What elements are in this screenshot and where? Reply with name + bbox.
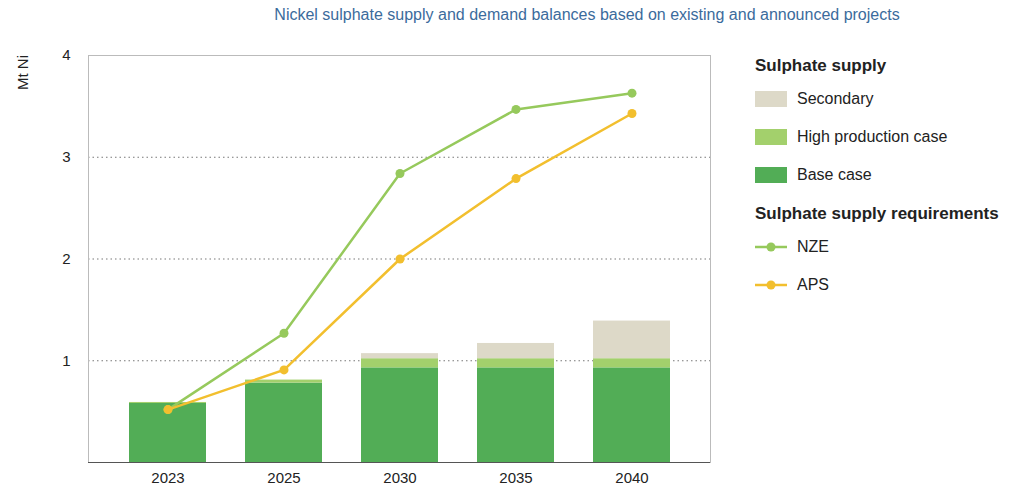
html-text:NZE: NZE: [797, 238, 829, 255]
svg-text:2035: 2035: [499, 469, 532, 486]
svg-text:3: 3: [62, 148, 70, 165]
html-text:APS: APS: [797, 276, 829, 293]
svg-text:1: 1: [62, 352, 70, 369]
svg-text:2040: 2040: [615, 469, 648, 486]
svg-text:2: 2: [62, 250, 70, 267]
html-text:Mt Ni: Mt Ni: [14, 55, 31, 90]
html-text:Sulphate supply: Sulphate supply: [755, 56, 887, 75]
html-text:Secondary: Secondary: [797, 90, 874, 107]
svg-text:4: 4: [62, 46, 70, 63]
html-text:Base case: Base case: [797, 166, 872, 183]
html-text:Sulphate supply requirements: Sulphate supply requirements: [755, 204, 999, 223]
svg-text:2030: 2030: [383, 469, 416, 486]
svg-text:2023: 2023: [151, 469, 184, 486]
svg-text:2025: 2025: [267, 469, 300, 486]
html-text:High production case: High production case: [797, 128, 948, 145]
html-text:Nickel sulphate supply and dem: Nickel sulphate supply and demand balanc…: [274, 6, 900, 23]
